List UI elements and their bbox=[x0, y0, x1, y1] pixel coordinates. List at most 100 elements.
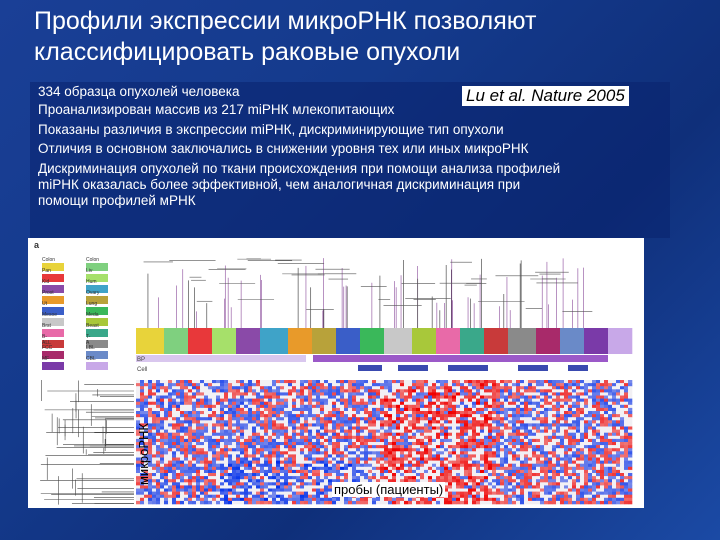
heatmap-cell bbox=[520, 411, 525, 415]
heatmap-cell bbox=[628, 476, 633, 480]
heatmap-cell bbox=[588, 457, 593, 461]
heatmap-cell bbox=[276, 389, 281, 393]
heatmap-cell bbox=[272, 473, 277, 477]
heatmap-cell bbox=[428, 429, 433, 433]
heatmap-cell bbox=[500, 454, 505, 458]
heatmap-cell bbox=[540, 401, 545, 406]
heatmap-cell bbox=[264, 469, 269, 474]
heatmap-cell bbox=[228, 407, 233, 412]
heatmap-cell bbox=[296, 411, 301, 415]
heatmap-cell bbox=[312, 476, 317, 480]
heatmap-cell bbox=[556, 417, 561, 421]
heatmap-cell bbox=[492, 392, 497, 396]
heatmap-cell bbox=[400, 497, 405, 502]
heatmap-cell bbox=[312, 414, 317, 418]
heatmap-cell bbox=[556, 460, 561, 464]
heatmap-cell bbox=[228, 491, 233, 495]
heatmap-cell bbox=[448, 445, 453, 449]
heatmap-cell bbox=[488, 445, 493, 449]
heatmap-cell bbox=[320, 494, 325, 499]
heatmap-cell bbox=[564, 497, 569, 502]
heatmap-cell bbox=[400, 469, 405, 474]
heatmap-cell bbox=[540, 445, 545, 449]
heatmap-cell bbox=[444, 414, 449, 418]
heatmap-cell bbox=[520, 445, 525, 449]
heatmap-cell bbox=[616, 417, 621, 421]
heatmap-cell bbox=[476, 460, 481, 464]
heatmap-cell bbox=[220, 404, 225, 409]
heatmap-cell bbox=[380, 473, 385, 477]
heatmap-cell bbox=[228, 445, 233, 449]
heatmap-cell bbox=[208, 476, 213, 480]
heatmap-cell bbox=[264, 392, 269, 396]
heatmap-cell bbox=[524, 429, 529, 433]
heatmap-cell bbox=[552, 476, 557, 480]
heatmap-cell bbox=[392, 380, 397, 384]
heatmap-cell bbox=[180, 411, 185, 415]
heatmap-cell bbox=[476, 395, 481, 399]
heatmap-cell bbox=[220, 395, 225, 399]
heatmap-cell bbox=[552, 451, 557, 455]
heatmap-cell bbox=[168, 491, 173, 495]
heatmap-cell bbox=[200, 432, 205, 437]
heatmap-cell bbox=[436, 401, 441, 406]
heatmap-cell bbox=[208, 469, 213, 474]
heatmap-cell bbox=[244, 469, 249, 474]
heatmap-cell bbox=[320, 500, 325, 505]
heatmap-cell bbox=[572, 383, 577, 387]
heatmap-cell bbox=[252, 383, 257, 387]
heatmap-cell bbox=[388, 383, 393, 387]
heatmap-cell bbox=[148, 476, 153, 480]
heatmap-cell bbox=[300, 485, 305, 489]
heatmap-cell bbox=[288, 463, 293, 468]
heatmap-cell bbox=[420, 404, 425, 409]
heatmap-cell bbox=[556, 392, 561, 396]
heatmap-cell bbox=[288, 460, 293, 464]
heatmap-cell bbox=[320, 398, 325, 402]
heatmap-cell bbox=[560, 488, 565, 492]
heatmap-cell bbox=[204, 380, 209, 384]
heatmap-cell bbox=[196, 479, 201, 483]
heatmap-cell bbox=[528, 414, 533, 418]
heatmap-cell bbox=[216, 380, 221, 384]
heatmap-cell bbox=[176, 442, 181, 446]
heatmap-cell bbox=[248, 448, 253, 452]
heatmap-cell bbox=[296, 383, 301, 387]
heatmap-cell bbox=[568, 417, 573, 421]
heatmap-cell bbox=[560, 411, 565, 415]
heatmap-cell bbox=[240, 395, 245, 399]
heatmap-cell bbox=[572, 448, 577, 452]
heatmap-cell bbox=[168, 473, 173, 477]
heatmap-cell bbox=[212, 491, 217, 495]
heatmap-cell bbox=[304, 435, 309, 440]
heatmap-cell bbox=[548, 438, 553, 443]
heatmap-cell bbox=[168, 398, 173, 402]
heatmap-cell bbox=[156, 460, 161, 464]
heatmap-cell bbox=[372, 432, 377, 437]
heatmap-cell bbox=[268, 473, 273, 477]
heatmap-cell bbox=[320, 473, 325, 477]
heatmap-cell bbox=[172, 454, 177, 458]
legend-label: Lung bbox=[86, 301, 98, 307]
heatmap-cell bbox=[332, 420, 337, 424]
heatmap-cell bbox=[616, 442, 621, 446]
heatmap-cell bbox=[412, 407, 417, 412]
heatmap-cell bbox=[200, 426, 205, 430]
heatmap-cell bbox=[408, 404, 413, 409]
heatmap-cell bbox=[312, 500, 317, 505]
heatmap-cell bbox=[264, 426, 269, 430]
heatmap-cell bbox=[460, 438, 465, 443]
heatmap-cell bbox=[316, 466, 321, 471]
heatmap-cell bbox=[328, 460, 333, 464]
heatmap-cell bbox=[464, 398, 469, 402]
heatmap-cell bbox=[472, 479, 477, 483]
heatmap-cell bbox=[280, 442, 285, 446]
heatmap-cell bbox=[500, 491, 505, 495]
heatmap-cell bbox=[176, 438, 181, 443]
heatmap-cell bbox=[408, 497, 413, 502]
heatmap-cell bbox=[400, 429, 405, 433]
heatmap-cell bbox=[608, 404, 613, 409]
heatmap-cell bbox=[428, 476, 433, 480]
heatmap-cell bbox=[492, 414, 497, 418]
heatmap-cell bbox=[452, 445, 457, 449]
